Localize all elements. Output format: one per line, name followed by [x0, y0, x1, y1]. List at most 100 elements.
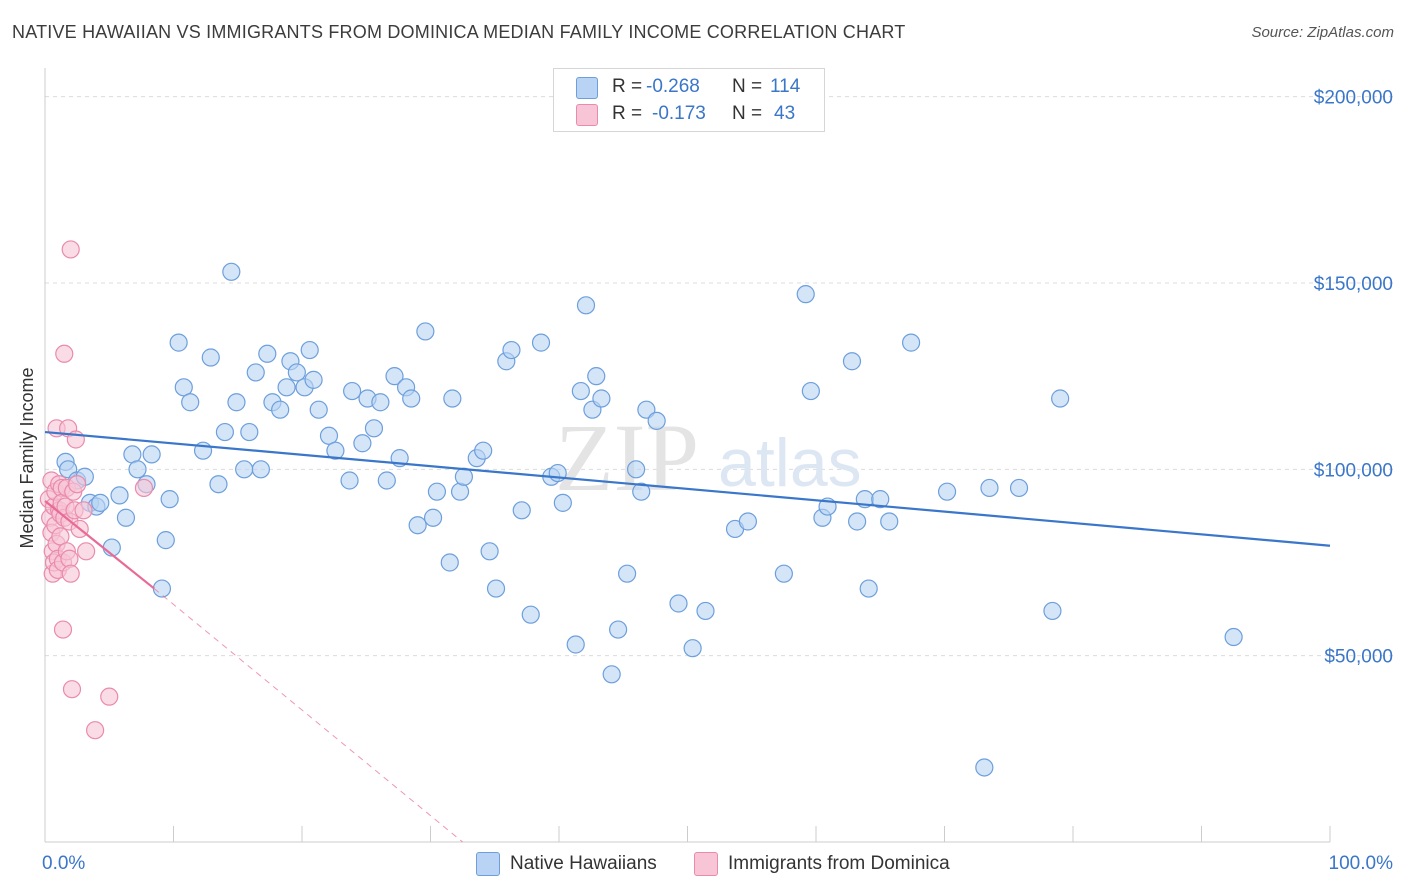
native-hawaiian-point [309, 400, 328, 419]
native-hawaiian-point [880, 512, 899, 531]
native-hawaiian-point [683, 639, 702, 658]
native-hawaiian-point [474, 441, 493, 460]
native-hawaiian-point [592, 389, 611, 408]
native-hawaiian-point [287, 363, 306, 382]
native-hawaiian-point [1043, 601, 1062, 621]
native-hawaiian-point [531, 333, 551, 352]
bottom-legend-label: Immigrants from Dominica [728, 853, 950, 874]
y-tick-label: $150,000 [1314, 274, 1393, 295]
legend-r-value: -0.173 [652, 103, 706, 124]
native-hawaiian-point [566, 635, 585, 654]
native-hawaiian-point [637, 400, 656, 419]
native-hawaiian-point [602, 665, 621, 684]
native-hawaiian-point [980, 478, 999, 498]
dominica-immigrant-point [74, 501, 93, 520]
trend-line-dominica-extension [153, 588, 463, 843]
native-hawaiian-point [632, 482, 651, 501]
y-tick-label: $200,000 [1314, 88, 1393, 109]
bottom-legend-swatch-pink [694, 852, 718, 876]
native-hawaiian-point [385, 367, 404, 386]
native-hawaiian-point [801, 381, 820, 401]
native-hawaiian-point [774, 564, 793, 583]
native-hawaiian-point [169, 333, 188, 352]
native-hawaiian-point [618, 564, 637, 583]
native-hawaiian-point [215, 422, 234, 442]
native-hawaiian-point [371, 393, 390, 412]
series-immigrants-from-dominica [39, 240, 154, 740]
native-hawaiian-point [626, 460, 646, 479]
native-hawaiian-point [859, 579, 878, 598]
native-hawaiian-point [201, 348, 220, 367]
legend-n-value: 114 [770, 76, 801, 97]
native-hawaiian-point [416, 322, 435, 341]
native-hawaiian-point [796, 285, 815, 304]
native-hawaiian-point [486, 579, 506, 598]
dominica-immigrant-point [86, 721, 105, 740]
trend-line-native-hawaiians [44, 430, 1331, 547]
dominica-immigrant-point [55, 344, 74, 363]
x-tick-label-min: 0.0% [42, 853, 85, 874]
native-hawaiian-point [235, 460, 254, 479]
dominica-immigrant-point [62, 680, 82, 699]
native-hawaiian-point [343, 381, 362, 401]
x-tick-label-max: 100.0% [1329, 853, 1394, 874]
native-hawaiian-point [450, 482, 470, 501]
native-hawaiian-point [512, 501, 531, 520]
dominica-immigrant-point [100, 687, 119, 706]
native-hawaiian-point [738, 512, 757, 531]
native-hawaiian-point [304, 370, 323, 389]
native-hawaiian-point [181, 393, 200, 412]
native-hawaiian-point [975, 758, 994, 777]
series-native-hawaiians [56, 262, 1243, 777]
legend-n-label: N = [732, 76, 763, 97]
dominica-immigrant-point [61, 240, 80, 259]
native-hawaiian-point [160, 490, 179, 509]
native-hawaiian-point [277, 378, 296, 397]
dominica-immigrant-point [134, 478, 154, 498]
label-layer: $50,000 $100,000 $150,000 $200,000 0.0% 100.0… [17, 88, 1393, 874]
dominica-immigrant-point [53, 620, 73, 639]
legend-n-label: N = [732, 103, 763, 124]
native-hawaiian-point [647, 411, 666, 430]
native-hawaiian-point [251, 460, 270, 479]
dominica-immigrant-point [68, 475, 87, 494]
native-hawaiian-point [440, 553, 459, 572]
y-axis-title: Median Family Income [17, 367, 37, 548]
chart-title: NATIVE HAWAIIAN VS IMMIGRANTS FROM DOMIN… [12, 22, 906, 42]
native-hawaiian-point [1051, 389, 1070, 408]
native-hawaiian-point [156, 531, 175, 550]
native-hawaiian-point [91, 493, 110, 512]
native-hawaiian-point [427, 482, 447, 501]
legend-swatch-blue [576, 77, 598, 99]
native-hawaiian-point [454, 467, 474, 486]
legend-swatch-pink [576, 104, 598, 126]
bottom-legend-swatch-blue [476, 852, 500, 876]
native-hawaiian-point [587, 367, 606, 386]
native-hawaiian-point [553, 493, 572, 512]
native-hawaiian-point [571, 381, 590, 401]
native-hawaiian-point [110, 486, 129, 505]
native-hawaiian-point [271, 400, 290, 419]
native-hawaiian-point [240, 422, 259, 442]
legend-r-value: -0.268 [646, 76, 700, 97]
legend-n-value: 43 [774, 103, 796, 124]
grid-layer [45, 96, 1393, 657]
native-hawaiian-point [423, 508, 443, 527]
native-hawaiian-point [209, 475, 228, 494]
legend-r-label: R = [612, 103, 643, 124]
native-hawaiian-point [402, 389, 421, 408]
native-hawaiian-point [669, 594, 688, 613]
trend-line-dominica [44, 500, 155, 590]
trend-layer [44, 430, 1331, 843]
native-hawaiian-point [222, 262, 241, 281]
native-hawaiian-point [246, 363, 265, 382]
native-hawaiian-point [353, 434, 372, 453]
native-hawaiian-point [1224, 627, 1243, 647]
native-hawaiian-point [116, 508, 136, 527]
native-hawaiian-point [408, 516, 427, 535]
watermark-layer: ZIP atlas [555, 404, 862, 511]
dominica-immigrant-point [77, 542, 96, 561]
bottom-legend-label: Native Hawaiians [510, 853, 657, 874]
native-hawaiian-point [258, 344, 277, 363]
